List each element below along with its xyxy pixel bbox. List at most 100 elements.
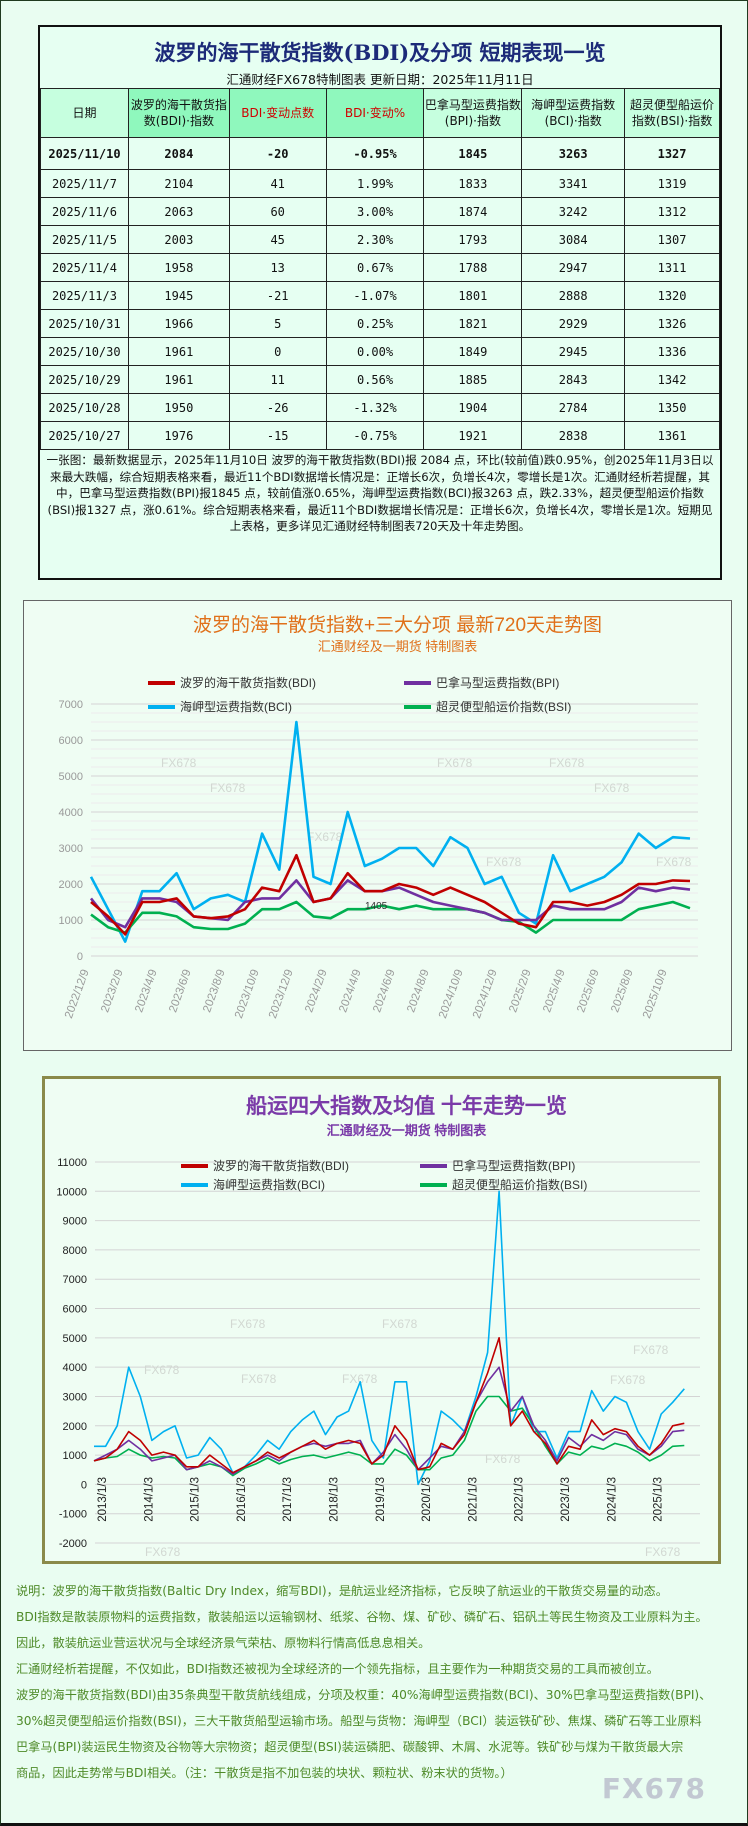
x-tick-label: 2019/1/3 bbox=[375, 1477, 387, 1522]
fx678-watermark: FX678 bbox=[601, 1772, 706, 1805]
chart-subtitle: 汇通财经及一期货 特制图表 bbox=[318, 639, 478, 654]
data-label: 1405 bbox=[365, 901, 388, 912]
series-line-bdi bbox=[93, 1336, 685, 1474]
cell-bsi: 1326 bbox=[624, 309, 720, 338]
x-tick-label: 2022/12/9 bbox=[63, 968, 92, 1020]
cell-bsi: 1320 bbox=[624, 281, 720, 310]
x-tick-label: 2016/1/3 bbox=[236, 1477, 248, 1522]
bdi-table-panel: 波罗的海干散货指数(BDI)及分项 短期表现一览 汇通财经FX678特制图表 更… bbox=[38, 25, 722, 580]
y-tick-label: 6000 bbox=[59, 735, 83, 747]
cell-bpi: 1921 bbox=[423, 421, 523, 450]
cell-bdi-change: 60 bbox=[228, 197, 327, 226]
x-tick-label: 2023/12/9 bbox=[267, 968, 296, 1020]
cell-bdi-change: -21 bbox=[228, 281, 327, 310]
fx678-watermark: FX678 bbox=[382, 1317, 418, 1331]
cell-bdi: 2003 bbox=[127, 225, 230, 254]
y-tick-label: 1000 bbox=[59, 915, 83, 927]
cell-bpi: 1874 bbox=[423, 197, 523, 226]
cell-bdi: 1976 bbox=[127, 421, 230, 450]
legend-label: 海岬型运费指数(BCI) bbox=[180, 699, 292, 714]
cell-bdi-change: 45 bbox=[228, 225, 327, 254]
legend-label: 海岬型运费指数(BCI) bbox=[213, 1177, 325, 1192]
cell-date: 2025/11/4 bbox=[40, 253, 129, 282]
series-line-bpi bbox=[93, 1366, 685, 1475]
cell-bdi: 1950 bbox=[127, 393, 230, 422]
y-tick-label: 4000 bbox=[59, 807, 83, 819]
fx678-watermark: FX678 bbox=[633, 1343, 669, 1357]
cell-bsi: 1311 bbox=[624, 253, 720, 282]
y-tick-label: 2000 bbox=[59, 879, 83, 891]
table-subtitle: 汇通财经FX678特制图表 更新日期：2025年11月11日 bbox=[226, 72, 534, 87]
note-line: 说明：波罗的海干散货指数(Baltic Dry Index，缩写BDI)，是航运… bbox=[16, 1584, 668, 1598]
x-tick-label: 2024/8/9 bbox=[405, 968, 432, 1014]
y-tick-label: 2000 bbox=[63, 1421, 87, 1433]
cell-bci: 2945 bbox=[521, 337, 626, 366]
cell-bci: 2929 bbox=[521, 309, 626, 338]
y-tick-label: 0 bbox=[81, 1479, 87, 1491]
y-tick-label: 6000 bbox=[63, 1304, 87, 1316]
series-line-bsi bbox=[90, 900, 691, 934]
legend-label: 波罗的海干散货指数(BDI) bbox=[213, 1158, 349, 1173]
x-tick-label: 2023/10/9 bbox=[233, 968, 262, 1020]
cell-bdi-change-pct: 0.56% bbox=[325, 365, 425, 394]
cell-bsi: 1361 bbox=[624, 421, 720, 450]
table-title: 波罗的海干散货指数(BDI)及分项 短期表现一览 bbox=[154, 40, 606, 65]
x-tick-label: 2025/4/9 bbox=[541, 968, 568, 1014]
cell-bdi-change: -26 bbox=[228, 393, 327, 422]
header-bdi-change-pct: BDI·变动% bbox=[325, 88, 425, 138]
y-tick-label: 3000 bbox=[63, 1391, 87, 1403]
cell-bdi-change: 11 bbox=[228, 365, 327, 394]
x-tick-label: 2023/1/3 bbox=[560, 1477, 572, 1522]
cell-date: 2025/11/6 bbox=[40, 197, 129, 226]
cell-bci: 3084 bbox=[521, 225, 626, 254]
table-row: 2025/11/10 2084 -20 -0.95% 1845 3263 1327 bbox=[40, 137, 720, 170]
fx678-watermark: FX678 bbox=[656, 855, 692, 869]
x-tick-label: 2021/1/3 bbox=[467, 1477, 479, 1522]
x-tick-label: 2020/1/3 bbox=[421, 1477, 433, 1522]
x-tick-label: 2025/2/9 bbox=[507, 968, 534, 1014]
legend-label: 超灵便型船运价指数(BSI) bbox=[452, 1177, 587, 1192]
fx678-watermark: FX678 bbox=[230, 1317, 266, 1331]
y-tick-label: 9000 bbox=[63, 1216, 87, 1228]
fx678-watermark: FX678 bbox=[437, 756, 473, 770]
x-tick-label: 2025/1/3 bbox=[653, 1477, 665, 1522]
x-tick-label: 2013/1/3 bbox=[97, 1477, 109, 1522]
note-line: 商品，因此走势常与BDI相关。（注：干散货是指不加包装的块状、颗粒状、粉末状的货… bbox=[16, 1766, 513, 1780]
cell-bdi: 1945 bbox=[127, 281, 230, 310]
bdi-table: 日期 波罗的海干散货指数(BDI)·指数 BDI·变动点数 BDI·变动% 巴拿… bbox=[40, 88, 720, 450]
fx678-watermark: FX678 bbox=[210, 781, 246, 795]
x-tick-label: 2024/1/3 bbox=[606, 1477, 618, 1522]
summary-paragraph: 一张图：最新数据显示，2025年11月10日 波罗的海干散货指数(BDI)报 2… bbox=[46, 453, 714, 533]
fx678-watermark: FX678 bbox=[485, 1452, 521, 1466]
fx678-watermark: FX678 bbox=[307, 830, 343, 844]
note-line: 波罗的海干散货指数(BDI)由35条典型干散货航线组成，分项及权重：40%海岬型… bbox=[16, 1688, 712, 1702]
cell-bdi-change: -20 bbox=[228, 137, 327, 170]
x-tick-label: 2017/1/3 bbox=[282, 1477, 294, 1522]
cell-date: 2025/10/31 bbox=[40, 309, 129, 338]
cell-bdi-change: 5 bbox=[228, 309, 327, 338]
table-row: 2025/10/28 1950 -26 -1.32% 1904 2784 1350 bbox=[40, 393, 720, 422]
cell-bdi-change-pct: -1.07% bbox=[325, 281, 425, 310]
cell-date: 2025/10/30 bbox=[40, 337, 129, 366]
fx678-watermark: FX678 bbox=[486, 855, 522, 869]
cell-bpi: 1885 bbox=[423, 365, 523, 394]
chart-720-days: 波罗的海干散货指数+三大分项 最新720天走势图 汇通财经及一期货 特制图表 0 10… bbox=[23, 600, 732, 1051]
y-tick-label: 5000 bbox=[59, 771, 83, 783]
x-tick-label: 2023/2/9 bbox=[99, 968, 126, 1014]
cell-bdi: 2084 bbox=[127, 137, 230, 170]
legend-label: 波罗的海干散货指数(BDI) bbox=[180, 675, 316, 690]
cell-bdi: 1961 bbox=[127, 365, 230, 394]
cell-bdi-change-pct: 0.00% bbox=[325, 337, 425, 366]
cell-bdi-change-pct: 2.30% bbox=[325, 225, 425, 254]
table-row: 2025/11/3 1945 -21 -1.07% 1801 2888 1320 bbox=[40, 281, 720, 310]
x-tick-label: 2024/12/9 bbox=[471, 968, 500, 1020]
cell-bpi: 1833 bbox=[423, 169, 523, 198]
cell-bdi-change-pct: -1.32% bbox=[325, 393, 425, 422]
y-tick-label: 0 bbox=[77, 951, 83, 963]
x-tick-label: 2015/1/3 bbox=[190, 1477, 202, 1522]
x-tick-label: 2022/1/3 bbox=[514, 1477, 526, 1522]
cell-bci: 2784 bbox=[521, 393, 626, 422]
cell-date: 2025/11/7 bbox=[40, 169, 129, 198]
x-tick-label: 2014/1/3 bbox=[143, 1477, 155, 1522]
